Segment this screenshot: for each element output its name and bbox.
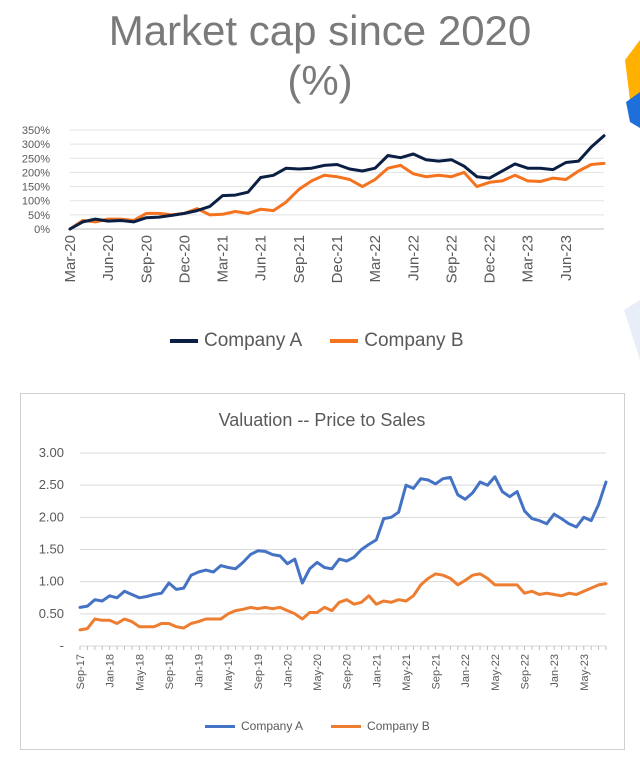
- chart1-x-tick-label: Jun-23: [558, 235, 575, 281]
- chart1-x-tick-label: Sep-20: [138, 235, 155, 283]
- chart1-x-tick-label: Mar-21: [215, 235, 232, 283]
- chart1-y-tick-label: 250%: [22, 153, 50, 165]
- chart1-y-tick-label: 300%: [22, 139, 50, 151]
- chart2-series-company-a-line: [78, 475, 608, 609]
- legend2-item-company-a: Company A: [205, 719, 303, 733]
- chart1-x-tick-label: Dec-21: [329, 235, 346, 283]
- chart2-x-tick-label: Sep-17: [75, 654, 87, 689]
- chart1-x-tick-label: Mar-23: [520, 235, 537, 283]
- chart1-y-tick-label: 200%: [22, 167, 50, 179]
- chart2-y-tick-label: 2.00: [39, 509, 64, 524]
- chart1-x-tick-label: Dec-22: [482, 235, 499, 283]
- chart2-title: Valuation -- Price to Sales: [219, 410, 426, 430]
- legend2-item-company-b: Company B: [331, 719, 430, 733]
- chart2-x-tick-label: Jan-21: [371, 654, 383, 688]
- chart2-y-tick-label: 3.00: [39, 445, 64, 460]
- chart1-legend: Company A Company B: [170, 330, 492, 352]
- chart1-series-company-a-line: [68, 134, 606, 231]
- chart2-legend: Company A Company B: [205, 719, 458, 733]
- chart2-y-tick-label: 1.00: [39, 574, 64, 589]
- chart2-x-tick-label: May-21: [401, 654, 413, 691]
- chart1-x-tick-label: Jun-21: [253, 235, 270, 281]
- chart2-y-tick-label: 2.50: [39, 477, 64, 492]
- chart1-x-tick-label: Sep-21: [291, 235, 308, 283]
- chart1-y-tick-label: 100%: [22, 196, 50, 208]
- chart2-x-tick-label: Jan-19: [194, 654, 206, 688]
- legend2-label-company-a: Company A: [241, 719, 304, 733]
- chart1-x-tick-label: Dec-20: [176, 235, 193, 283]
- chart1-title-block: Market cap since 2020 (%): [0, 6, 640, 106]
- chart1-plot: 0% 50% 100% 150% 200% 250% 300% 350% Mar-20 Jun-2…: [22, 125, 606, 283]
- legend2-swatch-company-a: [205, 724, 235, 728]
- chart2-x-tick-label: May-18: [134, 654, 146, 691]
- chart2-x-tick-label: Sep-21: [431, 654, 443, 689]
- chart2-frame: [20, 393, 625, 750]
- chart2-x-tick-label: May-22: [490, 654, 502, 691]
- chart2-x-tick-label: Jan-20: [282, 654, 294, 688]
- chart2-x-tick-label: Sep-18: [164, 654, 176, 689]
- chart2-x-tick-label: Sep-22: [520, 654, 532, 689]
- legend-swatch-company-b: [330, 339, 359, 343]
- chart2-plot: Valuation -- Price to Sales - 0.50 1.00 1.50…: [39, 410, 608, 691]
- chart2-x-tick-label: Sep-19: [253, 654, 265, 689]
- chart2-x-tick-label: May-20: [312, 654, 324, 691]
- chart2-x-tick-label: Sep-20: [342, 654, 354, 689]
- chart1-y-tick-label: 350%: [22, 125, 50, 137]
- legend-item-company-a: Company A: [170, 330, 302, 352]
- legend-item-company-b: Company B: [330, 330, 464, 352]
- chart1-x-tick-label: Mar-22: [367, 235, 384, 283]
- legend-label-company-a: Company A: [204, 330, 303, 351]
- legend2-swatch-company-b: [331, 724, 362, 728]
- chart1-x-tick-label: Jun-22: [405, 235, 422, 281]
- chart1-x-tick-label: Mar-20: [62, 235, 79, 283]
- chart1-title: Market cap since 2020: [108, 7, 532, 54]
- corner-decoration: [624, 40, 640, 360]
- chart2-y-tick-label: -: [60, 638, 64, 653]
- chart1-x-tick-label: Jun-20: [100, 235, 117, 281]
- chart1-series-company-b-line: [68, 161, 606, 231]
- legend-swatch-company-a: [170, 339, 198, 343]
- legend2-label-company-b: Company B: [367, 719, 430, 733]
- legend-label-company-b: Company B: [364, 330, 464, 351]
- chart2-x-tick-label: Jan-23: [549, 654, 561, 688]
- chart1-y-tick-label: 150%: [22, 182, 50, 194]
- chart1-y-tick-label: 50%: [28, 210, 50, 222]
- chart1-y-tick-label: 0%: [34, 224, 50, 236]
- chart2-x-tick-label: Jan-18: [105, 654, 117, 688]
- chart2-y-tick-label: 0.50: [39, 606, 64, 621]
- chart1-subtitle: (%): [287, 57, 353, 104]
- chart2-x-tick-label: Jan-22: [460, 654, 472, 688]
- chart2-x-tick-label: May-23: [579, 654, 591, 691]
- chart1-x-tick-label: Sep-22: [443, 235, 460, 283]
- chart2-x-tick-label: May-19: [223, 654, 235, 691]
- chart2-series-company-b-line: [78, 572, 608, 632]
- chart2-y-tick-label: 1.50: [39, 542, 64, 557]
